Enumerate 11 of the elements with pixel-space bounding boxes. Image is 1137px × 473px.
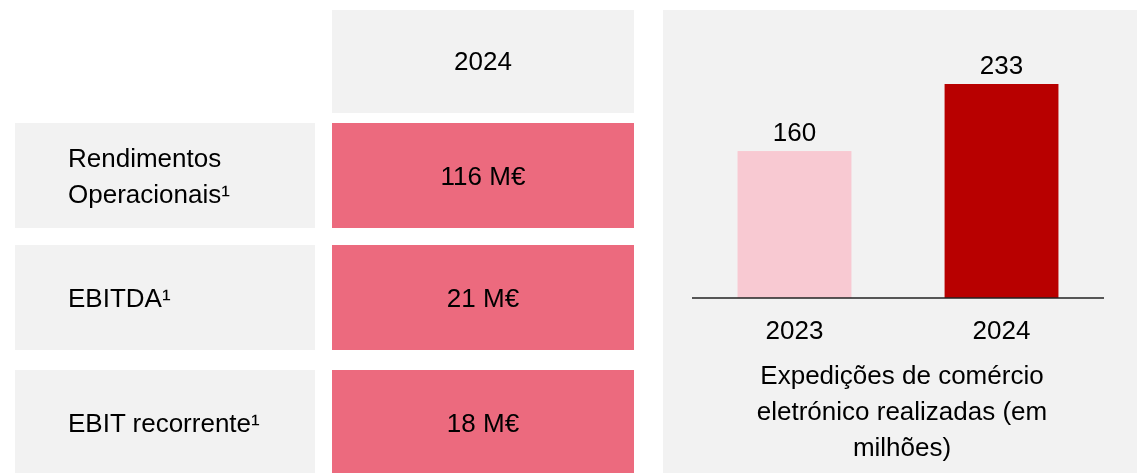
text: 116 M€ (440, 160, 526, 191)
data-label: 233 (979, 50, 1024, 80)
category-label: EBIT recorrente¹ (68, 407, 261, 438)
text: 18 M€ (446, 407, 520, 438)
category-label: Rendimentos Operacionais¹ (68, 142, 231, 209)
data-label: 160 (772, 117, 817, 148)
category-label: EBITDA¹ (68, 282, 171, 313)
x-axis-title: Expedições de comércio eletrónico realizadas (em milhões) (756, 360, 1048, 463)
x-tick-label: 2023 (765, 315, 824, 346)
text: 2024 (454, 46, 512, 77)
text: 21 M€ (446, 282, 520, 313)
